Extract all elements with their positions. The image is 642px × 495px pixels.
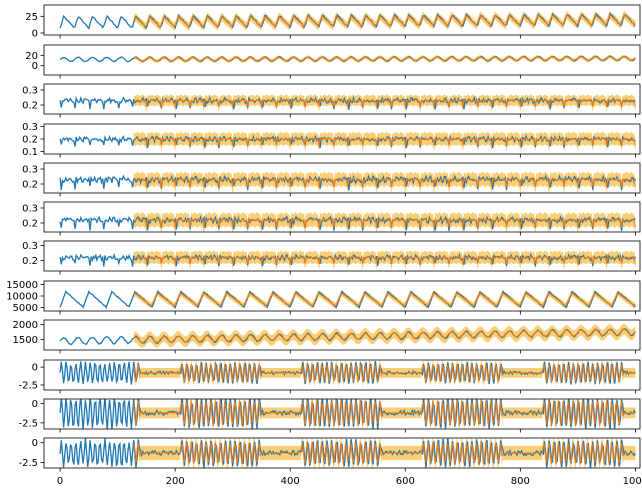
panel-12-plot-area (59, 438, 636, 468)
panel-4-forecast-line (133, 137, 636, 146)
panel-3-confidence-band (133, 94, 636, 112)
panel-2-frame (43, 44, 641, 76)
panel-7-forecast-line (133, 255, 636, 264)
panel-4-ytick-label: 0.3 (22, 122, 38, 133)
panel-6-observed-line (59, 214, 636, 231)
panel-6-forecast-line (133, 218, 636, 228)
panel-12-ytick-label: -2.5 (18, 458, 38, 469)
panel-9-ytick-label: 1500 (13, 335, 38, 346)
panel-12-frame (43, 437, 641, 469)
panel-9: 1500 2000 (13, 319, 641, 354)
panel-2-ytick-label: 0 (32, 61, 38, 72)
panel-11-frame (43, 398, 641, 430)
panel-12: -2.5 0 (18, 437, 641, 472)
panel-5-ytick-label: 0.2 (22, 180, 38, 191)
panel-4-plot-area (59, 132, 636, 152)
xtick-label: 800 (511, 476, 530, 487)
panel-4: 0.10.2 0.3 (22, 122, 641, 158)
panel-11-plot-area (59, 399, 636, 429)
panel-12-forecast-line (133, 442, 636, 464)
panel-10-ytick-label: -2.5 (18, 381, 38, 392)
panel-7-ytick-label: 0.2 (22, 256, 38, 267)
chart-panels: 0250200.20.30.10.20.30.20.30.20.30.20.35… (6, 4, 641, 472)
xtick-label: 200 (166, 476, 185, 487)
panel-10-forecast-line (133, 363, 636, 383)
xtick-label: 1000 (623, 476, 642, 487)
panel-10-plot-area (59, 360, 636, 387)
panel-6: 0.20.3 (22, 201, 641, 236)
panel-11-ytick-label: 0 (32, 399, 38, 410)
panel-10-ytick-label: 0 (32, 363, 38, 374)
panel-4-confidence-band (133, 132, 636, 152)
panel-7-plot-area (59, 250, 636, 270)
panel-3: 0.20.3 (22, 83, 641, 118)
panel-8-ytick-label: 5000 (13, 303, 38, 314)
panel-6-ytick-label: 0.3 (22, 204, 38, 215)
panel-8-ytick-label: 15000 (6, 280, 38, 291)
panel-2-plot-area (59, 54, 636, 63)
panel-5-plot-area (59, 171, 637, 193)
panel-10: -2.5 0 (18, 359, 641, 394)
panel-9-ytick-label: 2000 (13, 320, 38, 331)
xtick-label: 600 (396, 476, 415, 487)
panel-3-plot-area (59, 94, 636, 112)
panel-3-forecast-line (133, 98, 636, 107)
panel-8-forecast-line (133, 292, 636, 307)
xtick-label: 400 (281, 476, 300, 487)
panel-8-ytick-label: 10000 (6, 292, 38, 303)
panel-5-ytick-label: 0.3 (22, 165, 38, 176)
panel-6-ytick-label: 0.2 (22, 219, 38, 230)
panel-5-frame (43, 162, 641, 194)
panel-7-frame (43, 240, 641, 272)
panel-1-forecast-line (133, 14, 636, 28)
panel-3-ytick-label: 0.2 (22, 101, 38, 112)
panel-3-frame (43, 83, 641, 115)
panel-9-frame (43, 319, 641, 351)
panel-5-forecast-line (133, 177, 636, 187)
panel-7-observed-line (59, 252, 636, 267)
panel-10-observed-line (59, 361, 636, 385)
panel-7: 0.20.3 (22, 240, 641, 275)
panel-11-ytick-label: -2.5 (18, 418, 38, 429)
panel-5: 0.20.3 (22, 162, 641, 197)
panel-9-forecast-line (133, 328, 636, 344)
panel-6-frame (43, 201, 641, 233)
panel-4-ytick-label: 0.1 (22, 147, 38, 158)
panel-9-plot-area (59, 324, 636, 348)
panel-6-plot-area (59, 212, 636, 232)
panel-12-ytick-label: 0 (32, 438, 38, 449)
panel-1-ytick-label: 25 (25, 12, 38, 23)
x-axis: 0 200 400 600 800 1000 (57, 476, 642, 487)
panel-11: -2.5 0 (18, 398, 641, 433)
panel-7-ytick-label: 0.3 (22, 241, 38, 252)
panel-1-frame (43, 4, 641, 36)
panel-2: 020 (25, 44, 641, 79)
panel-1-plot-area (59, 11, 636, 31)
panel-8-plot-area (59, 289, 636, 309)
panel-11-forecast-line (133, 400, 636, 426)
panel-10-frame (43, 359, 641, 391)
panel-4-ytick-label: 0.2 (22, 135, 38, 146)
panel-2-forecast-line (133, 56, 636, 62)
panel-3-ytick-label: 0.3 (22, 86, 38, 97)
panel-9-confidence-band (133, 324, 636, 348)
panel-1-ytick-label: 0 (32, 29, 38, 40)
xtick-label: 0 (57, 476, 63, 487)
panel-1: 0 25 (25, 4, 641, 40)
panel-2-ytick-label: 20 (25, 51, 38, 62)
